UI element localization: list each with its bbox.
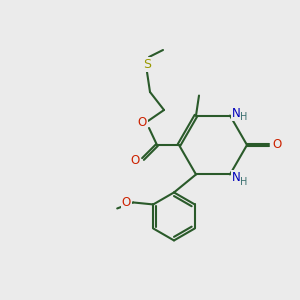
Text: H: H — [240, 112, 248, 122]
Text: N: N — [232, 107, 240, 120]
Text: O: O — [122, 196, 131, 209]
Text: O: O — [130, 154, 140, 166]
Text: H: H — [240, 177, 248, 188]
Text: O: O — [272, 139, 282, 152]
Text: N: N — [232, 171, 240, 184]
Text: O: O — [137, 116, 147, 128]
Text: S: S — [143, 58, 151, 70]
